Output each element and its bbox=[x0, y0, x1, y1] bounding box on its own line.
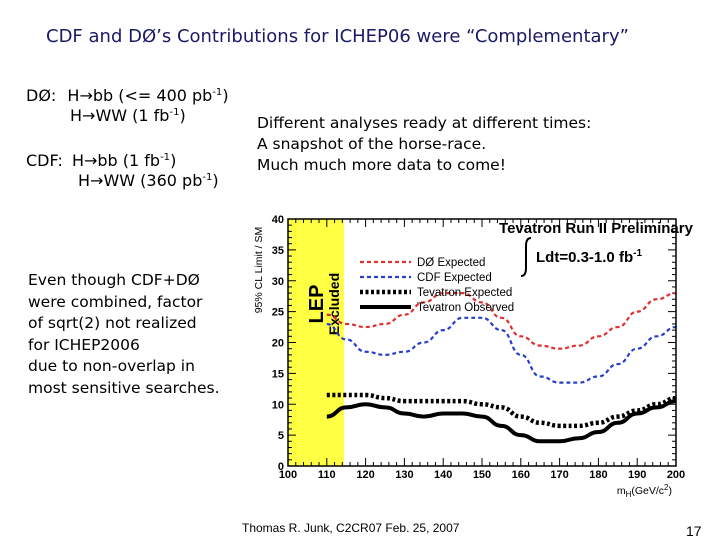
analysis-note-line: Much much more data to come! bbox=[257, 156, 506, 174]
cdf-ww-text: WW (360 pb bbox=[103, 171, 203, 190]
cdf-bb-sup: -1 bbox=[160, 152, 171, 163]
d0-h2-prefix: H bbox=[70, 106, 83, 125]
combination-note-line: most sensitive searches. bbox=[28, 378, 220, 397]
arrow-right-icon: → bbox=[79, 86, 93, 105]
series-line-1 bbox=[326, 316, 677, 384]
x-tick-label: 120 bbox=[356, 469, 374, 481]
lep-excluded-label: LEP Excluded bbox=[306, 273, 342, 335]
xlabel: mH(GeV/c2) bbox=[617, 483, 672, 499]
y-tick-label: 10 bbox=[272, 399, 284, 411]
luminosity-label: Ldt=0.3-1.0 fb-1 bbox=[520, 237, 642, 277]
analysis-note-line: A snapshot of the horse-race. bbox=[257, 135, 487, 153]
d0-line-1: DØ: H→bb (<= 400 pb-1) bbox=[26, 86, 229, 106]
d0-bb-sup: -1 bbox=[212, 87, 223, 98]
y-tick-label: 15 bbox=[272, 368, 284, 380]
x-tick-label: 100 bbox=[279, 469, 297, 481]
x-tick-label: 110 bbox=[318, 469, 336, 481]
d0-ww-sup: -1 bbox=[169, 107, 180, 118]
cdf-h-prefix: H bbox=[71, 151, 84, 170]
series-line-3 bbox=[326, 399, 677, 444]
y-tick-label: 5 bbox=[278, 430, 284, 442]
cdf-contributions: CDF: H→bb (1 fb-1) H→WW (360 pb-1) bbox=[26, 151, 219, 191]
x-tick-label: 170 bbox=[550, 469, 568, 481]
d0-contributions: DØ: H→bb (<= 400 pb-1) H→WW (1 fb-1) bbox=[26, 86, 229, 126]
excluded-label: Excluded bbox=[326, 273, 342, 335]
d0-ww-text: WW (1 fb bbox=[95, 106, 170, 125]
arrow-right-icon: → bbox=[83, 151, 98, 170]
analysis-note: Different analyses ready at different ti… bbox=[257, 113, 591, 176]
cdf-line-1: CDF: H→bb (1 fb-1) bbox=[26, 151, 219, 171]
cdf-bb-suffix: ) bbox=[170, 151, 177, 170]
arrow-right-icon: → bbox=[82, 106, 96, 125]
series-line-2 bbox=[326, 392, 677, 429]
x-tick-label: 190 bbox=[628, 469, 646, 481]
x-tick-label: 200 bbox=[667, 469, 685, 481]
y-tick-label: 0 bbox=[278, 461, 284, 473]
x-tick-label: 180 bbox=[589, 469, 607, 481]
d0-bb-text: bb (<= 400 pb bbox=[92, 86, 213, 105]
cdf-ww-sup: -1 bbox=[202, 172, 213, 183]
arrow-right-icon: → bbox=[90, 171, 104, 190]
x-tick-label: 160 bbox=[512, 469, 530, 481]
x-tick-label: 140 bbox=[434, 469, 452, 481]
luminosity-text: Ldt=0.3-1.0 fb-1 bbox=[536, 248, 642, 266]
lep-label: LEP bbox=[306, 285, 328, 324]
analysis-note-line: Different analyses ready at different ti… bbox=[257, 114, 592, 132]
page-number: 17 bbox=[686, 523, 702, 539]
plot-legend: DØ Expected CDF Expected Tevatron Expected… bbox=[360, 257, 514, 314]
legend-label: CDF Expected bbox=[417, 272, 492, 284]
y-tick-label: 35 bbox=[272, 245, 284, 257]
tevatron-limit-plot: LEP Excluded 100 110 120 130 140 150 160 170 180… bbox=[253, 214, 694, 499]
plot-frame bbox=[287, 218, 677, 467]
cdf-line-2: H→WW (360 pb-1) bbox=[26, 171, 219, 191]
d0-h-prefix: H bbox=[67, 86, 80, 105]
cdf-ww-suffix: ) bbox=[212, 171, 219, 190]
combination-note: Even though CDF+DØ were combined, factor… bbox=[28, 270, 220, 399]
combination-note-line: of sqrt(2) not realized bbox=[28, 314, 197, 332]
plot-curves bbox=[326, 292, 677, 444]
y-tick-label: 25 bbox=[272, 307, 284, 319]
ylabel: 95% CL Limit / SM bbox=[253, 227, 265, 314]
x-tick-label: 150 bbox=[473, 469, 491, 481]
integral-sign-icon bbox=[520, 237, 532, 277]
d0-line-2: H→WW (1 fb-1) bbox=[26, 106, 229, 126]
y-tick-label: 40 bbox=[272, 214, 284, 226]
cdf-bb-text: bb (1 fb bbox=[97, 151, 161, 170]
slide-title: CDF and DØ’s Contributions for ICHEP06 w… bbox=[46, 26, 629, 47]
cdf-h2-prefix: H bbox=[78, 171, 91, 190]
series-line-0 bbox=[326, 292, 677, 350]
combination-note-line: Even though CDF+DØ bbox=[28, 271, 200, 289]
legend-label: Tevatron Observed bbox=[417, 302, 514, 314]
plot-axis-tick-labels: 100 110 120 130 140 150 160 170 180 190 200 0 5 10 15 2… bbox=[272, 214, 685, 481]
x-tick-label: 130 bbox=[395, 469, 413, 481]
d0-label: DØ: bbox=[26, 86, 57, 105]
legend-label: DØ Expected bbox=[417, 257, 485, 269]
y-tick-label: 30 bbox=[272, 276, 284, 288]
d0-bb-suffix: ) bbox=[222, 86, 229, 105]
d0-ww-suffix: ) bbox=[179, 106, 186, 125]
y-tick-label: 20 bbox=[272, 338, 284, 350]
combination-note-line: due to non-overlap in bbox=[28, 357, 195, 375]
lep-excluded-band bbox=[288, 219, 344, 466]
legend-label: Tevatron Expected bbox=[417, 287, 512, 299]
plot-title: Tevatron Run II Preliminary bbox=[499, 220, 694, 237]
combination-note-line: for ICHEP2006 bbox=[28, 335, 140, 354]
footer: Thomas R. Junk, C2CR07 Feb. 25, 2007 bbox=[242, 521, 460, 535]
combination-note-line: were combined, factor bbox=[28, 292, 203, 311]
cdf-label: CDF: bbox=[26, 151, 63, 170]
